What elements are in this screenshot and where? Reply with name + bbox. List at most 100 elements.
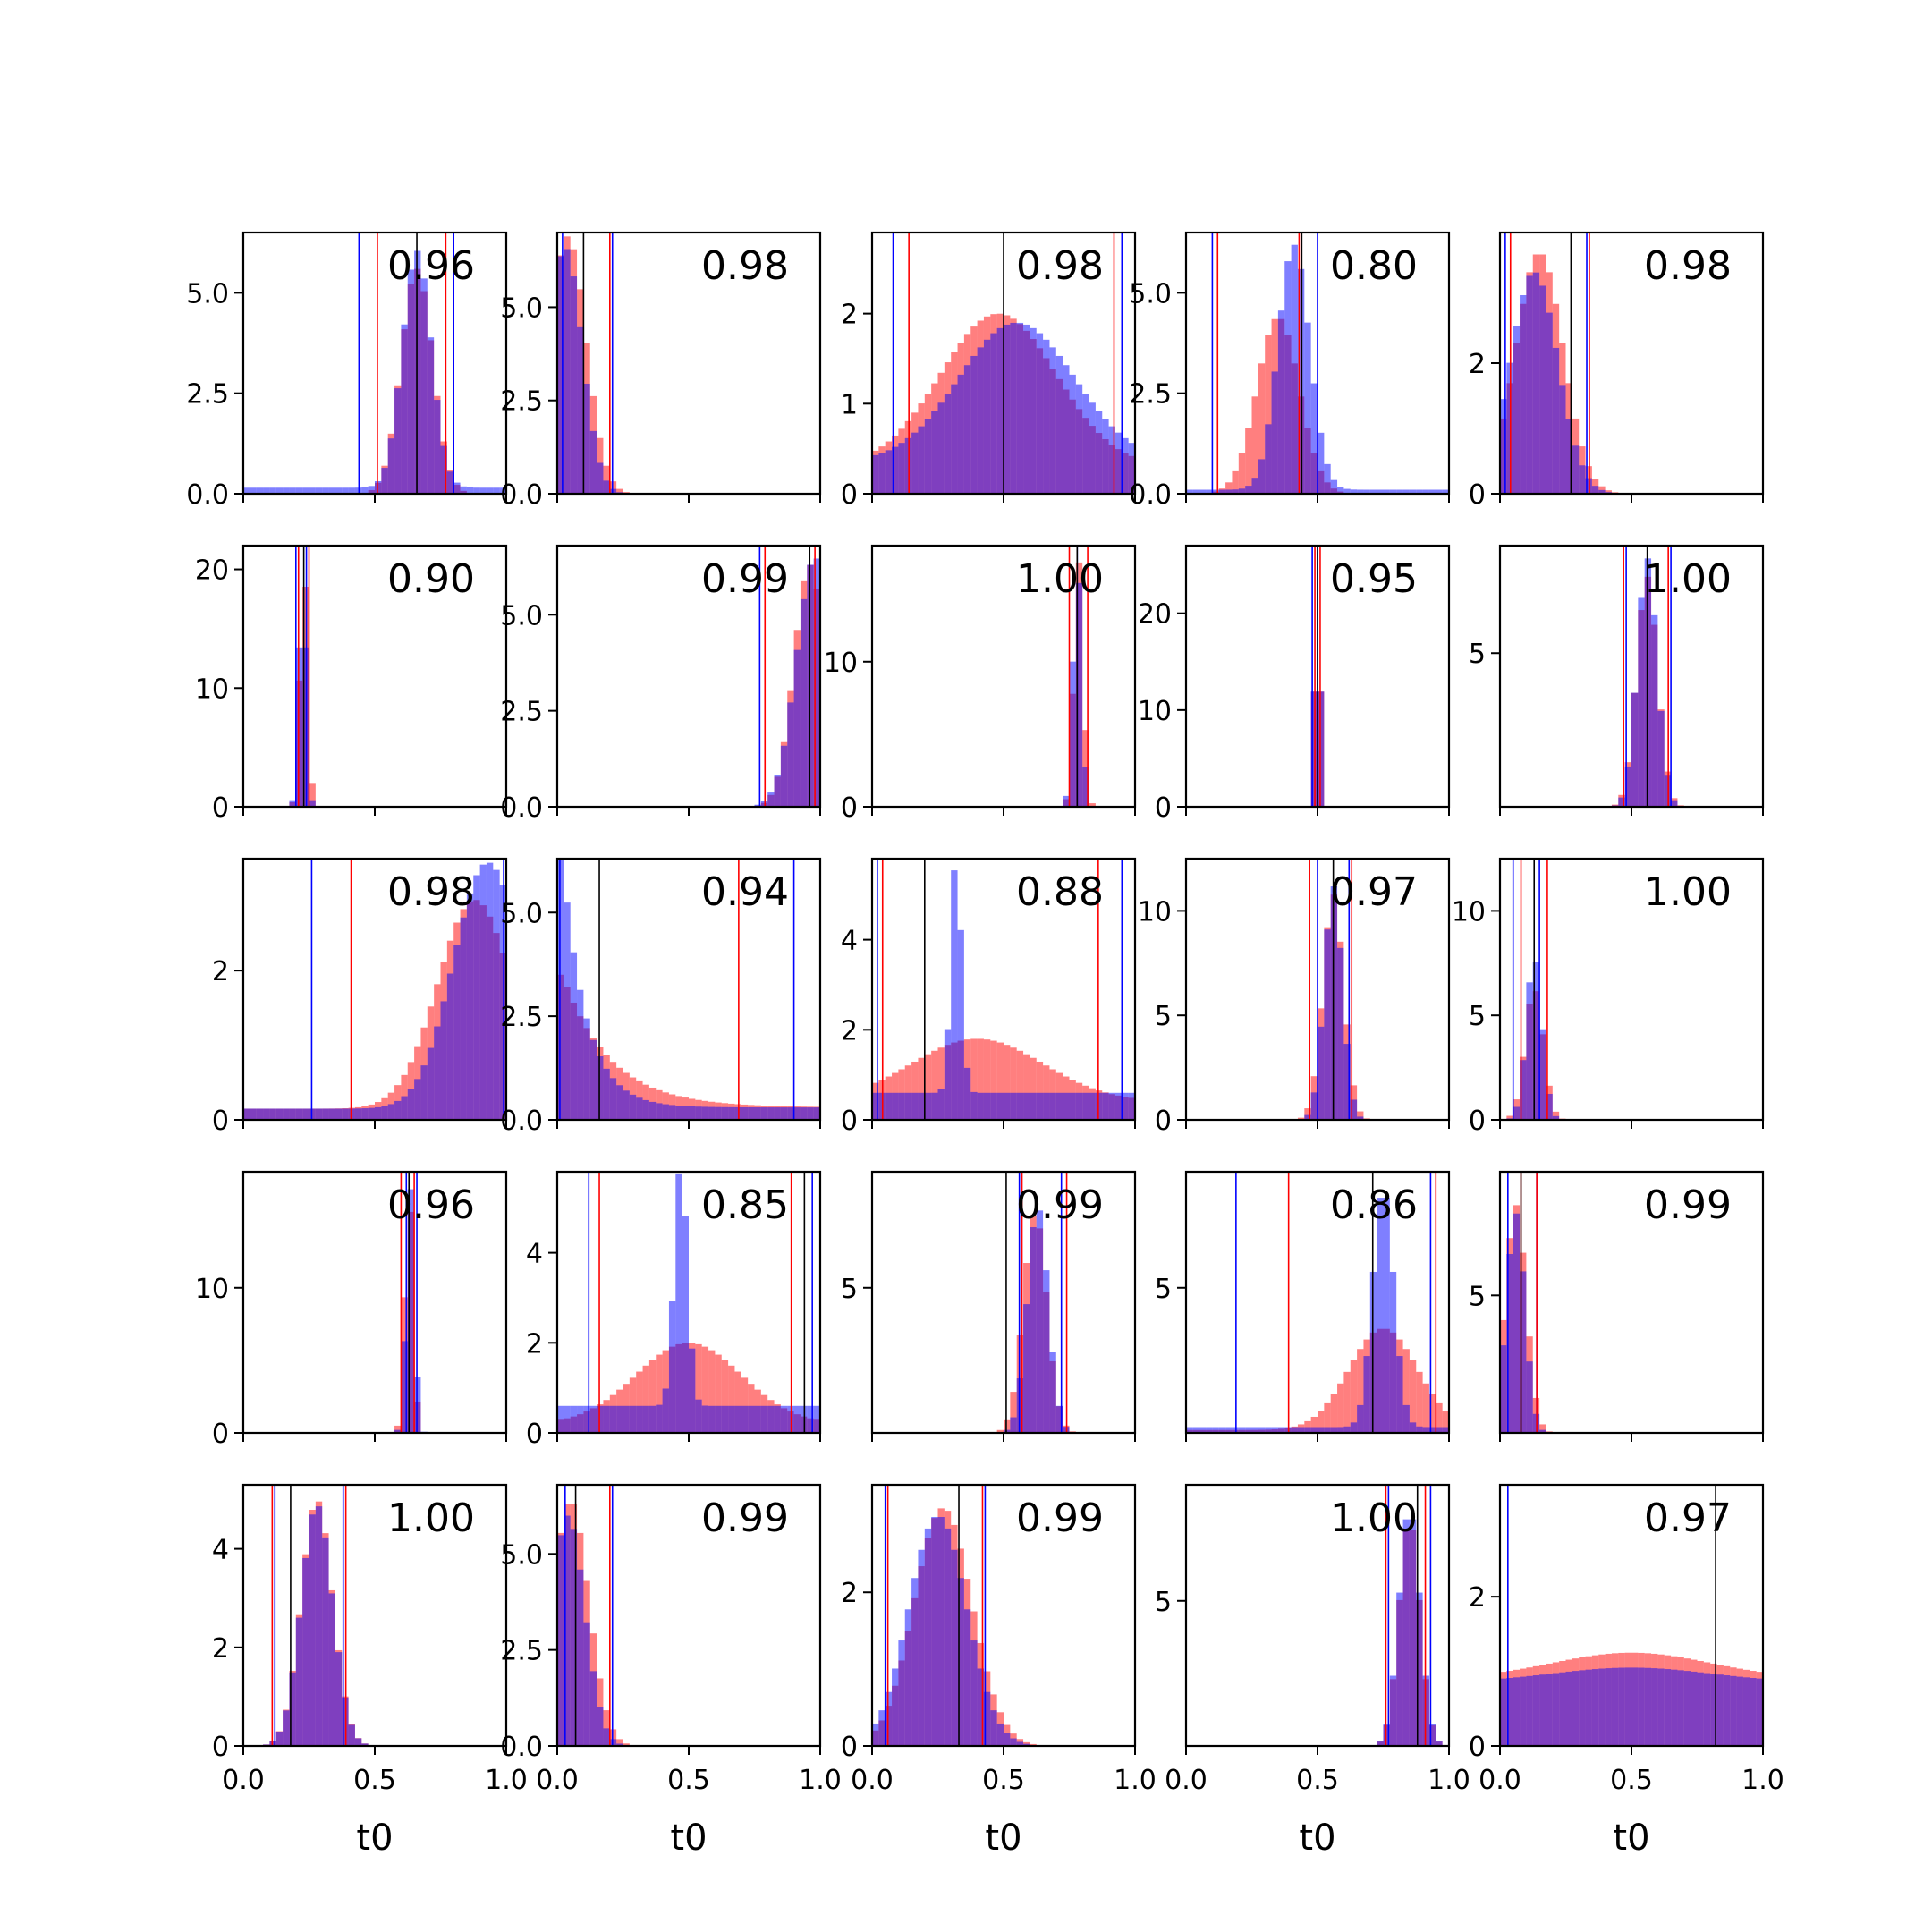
blue-hist-bar bbox=[872, 1092, 879, 1120]
blue-hist-bar bbox=[1520, 1060, 1527, 1120]
red-hist-bar bbox=[1010, 1047, 1017, 1120]
blue-hist-bar bbox=[275, 1731, 284, 1746]
blue-hist-bar bbox=[486, 487, 494, 494]
y-tick-label: 2 bbox=[212, 956, 229, 987]
red-hist-bar bbox=[1605, 490, 1612, 494]
blue-hist-bar bbox=[570, 1405, 578, 1433]
y-tick-label: 0 bbox=[1469, 1732, 1486, 1763]
red-hist-bar bbox=[1030, 1057, 1037, 1120]
blue-hist-bar bbox=[1010, 322, 1017, 494]
red-hist-bar bbox=[708, 1350, 716, 1433]
blue-hist-bar bbox=[1618, 1667, 1625, 1746]
blue-hist-bar bbox=[1049, 1092, 1056, 1120]
blue-hist-bar bbox=[911, 432, 919, 494]
blue-hist-bar bbox=[1377, 1741, 1384, 1746]
subplot-annotation: 0.99 bbox=[1016, 1496, 1104, 1541]
red-hist-bar bbox=[924, 1054, 932, 1120]
blue-hist-bar bbox=[1284, 261, 1292, 494]
blue-hist-bar bbox=[918, 426, 925, 494]
x-tick-label: 1.0 bbox=[485, 1765, 528, 1796]
blue-hist-bar bbox=[951, 1549, 958, 1746]
blue-hist-bar bbox=[335, 1652, 343, 1746]
red-hist-bar bbox=[1409, 1360, 1417, 1433]
blue-hist-bar bbox=[1310, 383, 1318, 494]
subplot-10: 51.00 bbox=[1469, 544, 1765, 816]
blue-hist-bar bbox=[1664, 1669, 1672, 1746]
blue-hist-bar bbox=[623, 1090, 630, 1120]
blue-hist-bar bbox=[1396, 489, 1403, 494]
blue-hist-bar bbox=[1069, 374, 1076, 494]
blue-hist-bar bbox=[597, 1707, 604, 1746]
red-hist-bar bbox=[1539, 1424, 1546, 1433]
blue-hist-bar bbox=[603, 480, 610, 494]
blue-hist-bar bbox=[289, 1672, 296, 1746]
blue-hist-bar bbox=[924, 1092, 932, 1120]
red-hist-bar bbox=[1023, 1054, 1030, 1120]
blue-hist-bar bbox=[878, 1710, 886, 1746]
y-tick-label: 0 bbox=[841, 1732, 858, 1763]
blue-hist-bar bbox=[570, 952, 578, 1120]
blue-hist-bar bbox=[589, 1039, 597, 1120]
blue-hist-bar bbox=[774, 775, 781, 807]
blue-hist-bar bbox=[944, 1528, 952, 1746]
blue-hist-bar bbox=[1552, 1115, 1560, 1120]
blue-hist-bar bbox=[675, 1106, 682, 1120]
blue-hist-bar bbox=[1004, 324, 1011, 494]
blue-hist-bar bbox=[322, 1108, 329, 1120]
blue-hist-bar bbox=[1102, 419, 1109, 494]
blue-hist-bar bbox=[361, 1743, 369, 1746]
subplot-annotation: 1.00 bbox=[1644, 556, 1732, 602]
red-hist-bar bbox=[1297, 1117, 1305, 1120]
blue-hist-bar bbox=[996, 327, 1004, 494]
x-tick-label: 0.5 bbox=[353, 1765, 396, 1796]
blue-hist-bar bbox=[1436, 1427, 1443, 1433]
blue-hist-bar bbox=[996, 1723, 1004, 1746]
blue-hist-bar bbox=[1756, 1678, 1763, 1746]
blue-hist-bar bbox=[295, 487, 303, 494]
blue-hist-bar bbox=[898, 1092, 905, 1120]
red-hist-bar bbox=[1043, 1065, 1050, 1120]
blue-hist-bar bbox=[1238, 1427, 1246, 1433]
blue-hist-bar bbox=[479, 487, 487, 494]
subplot-annotation: 0.98 bbox=[1016, 243, 1104, 289]
blue-hist-bar bbox=[486, 862, 494, 1120]
red-hist-bar bbox=[648, 1360, 657, 1433]
blue-hist-bar bbox=[1631, 692, 1639, 807]
blue-hist-bar bbox=[937, 1517, 945, 1746]
blue-hist-bar bbox=[1357, 1404, 1364, 1433]
y-tick-label: 0 bbox=[212, 1419, 229, 1450]
y-tick-label: 0 bbox=[841, 1106, 858, 1137]
red-hist-bar bbox=[603, 465, 610, 494]
red-hist-bar bbox=[1422, 1383, 1429, 1433]
y-tick-label: 0 bbox=[526, 1419, 543, 1450]
blue-hist-bar bbox=[721, 1106, 729, 1120]
blue-hist-bar bbox=[616, 1085, 623, 1120]
subplot-13: 0 2 4 0.88 bbox=[841, 857, 1137, 1137]
blue-hist-bar bbox=[315, 487, 323, 494]
blue-hist-bar bbox=[813, 558, 820, 807]
y-tick-label: 0 bbox=[1469, 479, 1486, 511]
blue-hist-bar bbox=[1343, 488, 1351, 494]
blue-hist-bar bbox=[760, 1405, 768, 1433]
blue-hist-bar bbox=[466, 487, 474, 494]
blue-hist-bar bbox=[668, 1301, 676, 1433]
blue-hist-bar bbox=[957, 374, 964, 494]
blue-hist-bar bbox=[394, 388, 402, 494]
blue-hist-bar bbox=[1750, 1678, 1757, 1746]
blue-hist-bar bbox=[1513, 1213, 1521, 1433]
blue-hist-bar bbox=[1559, 1672, 1566, 1746]
blue-hist-bar bbox=[354, 1738, 362, 1746]
red-hist-bar bbox=[741, 1377, 749, 1433]
blue-hist-bar bbox=[728, 1405, 735, 1433]
subplot-annotation: 0.97 bbox=[1330, 869, 1418, 915]
y-tick-label: 5 bbox=[1155, 1001, 1172, 1032]
blue-hist-bar bbox=[557, 1405, 564, 1433]
blue-hist-bar bbox=[616, 1743, 623, 1746]
blue-hist-bar bbox=[1513, 1677, 1521, 1746]
red-hist-bar bbox=[996, 1042, 1004, 1120]
blue-hist-bar bbox=[878, 453, 886, 494]
blue-hist-bar bbox=[767, 792, 775, 807]
x-axis-label: t0 bbox=[1613, 1818, 1649, 1859]
blue-hist-bar bbox=[1618, 797, 1625, 807]
y-tick-label: 10 bbox=[824, 648, 858, 679]
